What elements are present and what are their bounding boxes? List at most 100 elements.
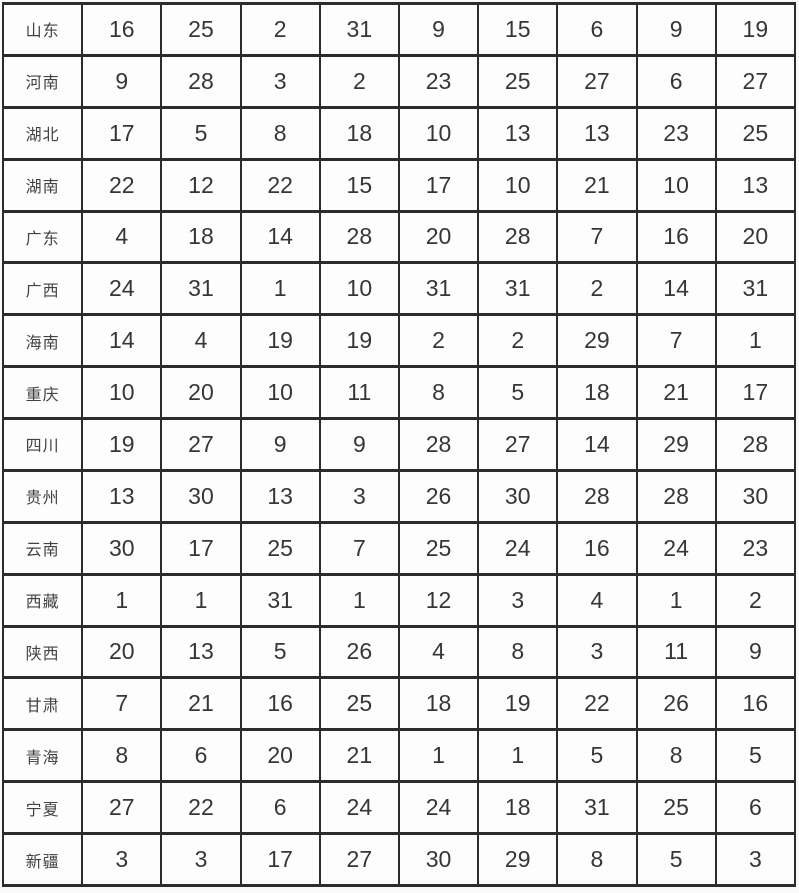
value-cell: 5	[239, 625, 321, 679]
value-cell: 21	[556, 158, 638, 212]
row-header-province: 青海	[1, 728, 84, 783]
value-cell: 3	[160, 832, 242, 887]
table-row: 湖南 22 12 22 15 17 10 21 10 13	[1, 158, 797, 212]
value-cell: 25	[318, 676, 400, 731]
value-cell: 24	[477, 521, 559, 576]
value-cell: 30	[397, 832, 480, 887]
value-cell: 10	[397, 106, 480, 161]
value-cell: 27	[714, 54, 797, 109]
value-cell: 14	[556, 417, 638, 472]
value-cell: 1	[477, 728, 559, 783]
value-cell: 8	[397, 365, 480, 420]
table-row: 新疆 3 3 17 27 30 29 8 5 3	[1, 832, 797, 887]
value-cell: 21	[318, 728, 400, 783]
value-cell: 16	[556, 521, 638, 576]
row-header-province: 新疆	[1, 832, 84, 887]
value-cell: 8	[556, 832, 638, 887]
value-cell: 7	[81, 676, 163, 731]
table-row: 甘肃 7 21 16 25 18 19 22 26 16	[1, 676, 797, 731]
value-cell: 8	[477, 625, 559, 679]
value-cell: 27	[477, 417, 559, 472]
value-cell: 7	[318, 521, 400, 576]
value-cell: 9	[714, 625, 797, 679]
value-cell: 5	[556, 728, 638, 783]
value-cell: 6	[239, 780, 321, 835]
value-cell: 15	[477, 2, 559, 57]
value-cell: 30	[160, 469, 242, 524]
value-cell: 5	[714, 728, 797, 783]
value-cell: 25	[160, 2, 242, 57]
value-cell: 18	[318, 106, 400, 161]
value-cell: 10	[635, 158, 717, 212]
value-cell: 3	[318, 469, 400, 524]
table-row: 四川 19 27 9 9 28 27 14 29 28	[1, 417, 797, 472]
value-cell: 8	[239, 106, 321, 161]
value-cell: 28	[477, 210, 559, 264]
value-cell: 18	[397, 676, 480, 731]
value-cell: 1	[714, 313, 797, 368]
value-cell: 13	[714, 158, 797, 212]
value-cell: 22	[81, 158, 163, 212]
row-header-province: 广东	[1, 210, 84, 264]
value-cell: 26	[318, 625, 400, 679]
value-cell: 20	[714, 210, 797, 264]
value-cell: 16	[81, 2, 163, 57]
value-cell: 6	[635, 54, 717, 109]
value-cell: 17	[714, 365, 797, 420]
value-cell: 4	[160, 313, 242, 368]
value-cell: 28	[397, 417, 480, 472]
value-cell: 1	[160, 573, 242, 627]
table-row: 宁夏 27 22 6 24 24 18 31 25 6	[1, 780, 797, 835]
value-cell: 1	[239, 261, 321, 316]
value-cell: 26	[635, 676, 717, 731]
row-header-province: 四川	[1, 417, 84, 472]
value-cell: 23	[635, 106, 717, 161]
value-cell: 16	[714, 676, 797, 731]
value-cell: 27	[160, 417, 242, 472]
value-cell: 28	[556, 469, 638, 524]
value-cell: 3	[81, 832, 163, 887]
value-cell: 13	[239, 469, 321, 524]
value-cell: 22	[239, 158, 321, 212]
value-cell: 18	[556, 365, 638, 420]
value-cell: 25	[239, 521, 321, 576]
value-cell: 13	[556, 106, 638, 161]
value-cell: 10	[318, 261, 400, 316]
table-row: 广西 24 31 1 10 31 31 2 14 31	[1, 261, 797, 316]
value-cell: 30	[477, 469, 559, 524]
value-cell: 4	[397, 625, 480, 679]
value-cell: 7	[556, 210, 638, 264]
value-cell: 1	[635, 573, 717, 627]
value-cell: 31	[160, 261, 242, 316]
value-cell: 31	[318, 2, 400, 57]
table-row: 河南 9 28 3 2 23 25 27 6 27	[1, 54, 797, 109]
value-cell: 3	[239, 54, 321, 109]
table-row: 重庆 10 20 10 11 8 5 18 21 17	[1, 365, 797, 420]
value-cell: 9	[81, 54, 163, 109]
value-cell: 28	[160, 54, 242, 109]
value-cell: 5	[477, 365, 559, 420]
value-cell: 25	[714, 106, 797, 161]
value-cell: 29	[477, 832, 559, 887]
value-cell: 31	[556, 780, 638, 835]
value-cell: 19	[239, 313, 321, 368]
value-cell: 25	[477, 54, 559, 109]
value-cell: 14	[239, 210, 321, 264]
value-cell: 25	[397, 521, 480, 576]
value-cell: 17	[160, 521, 242, 576]
value-cell: 10	[477, 158, 559, 212]
value-cell: 7	[635, 313, 717, 368]
row-header-province: 河南	[1, 54, 84, 109]
value-cell: 1	[318, 573, 400, 627]
table-row: 湖北 17 5 8 18 10 13 13 23 25	[1, 106, 797, 161]
value-cell: 2	[397, 313, 480, 368]
value-cell: 5	[160, 106, 242, 161]
value-cell: 19	[81, 417, 163, 472]
row-header-province: 广西	[1, 261, 84, 316]
value-cell: 2	[318, 54, 400, 109]
table-row: 海南 14 4 19 19 2 2 29 7 1	[1, 313, 797, 368]
value-cell: 8	[635, 728, 717, 783]
value-cell: 17	[397, 158, 480, 212]
value-cell: 9	[318, 417, 400, 472]
